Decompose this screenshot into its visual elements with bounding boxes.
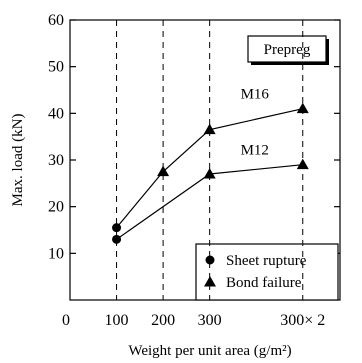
series-M16-point-0 [112,223,122,233]
legend-box [195,243,339,301]
legend-marker-0 [205,255,215,265]
y-tick-label-0: 10 [48,245,64,262]
x-axis-label: Weight per unit area (g/m²) [128,343,291,359]
series-label-M12: M12 [241,143,269,159]
box-label-frame [247,35,327,63]
x-tick-label-2: 200 [151,312,175,329]
series-label-M16: M16 [241,87,270,103]
legend-label-1: Bond failure [226,275,302,291]
x-tick-label-4: 300× 2 [280,312,325,329]
series-M16-point-1 [157,165,170,177]
series-M12-point-1 [203,168,216,179]
legend-marker-1 [204,276,216,287]
box-label: Prepreg [264,42,311,58]
x-tick-label-1: 100 [105,312,129,329]
y-tick-label-2: 30 [48,152,64,169]
series-M12-point-0 [112,234,122,244]
legend-label-0: Sheet rupture [226,253,307,269]
series-M12-point-2 [296,158,309,170]
x-tick-label-0: 0 [62,312,70,329]
y-tick-label-3: 40 [48,105,64,122]
series-line-M16 [116,108,303,229]
y-tick-label-4: 50 [48,59,64,76]
series-M16-point-2 [203,123,216,135]
series-M16-point-3 [296,102,309,114]
y-tick-label-1: 20 [48,199,64,216]
y-axis-label: Max. load (kN) [10,114,26,207]
y-tick-label-5: 60 [48,12,64,29]
x-tick-label-3: 300 [198,312,222,329]
